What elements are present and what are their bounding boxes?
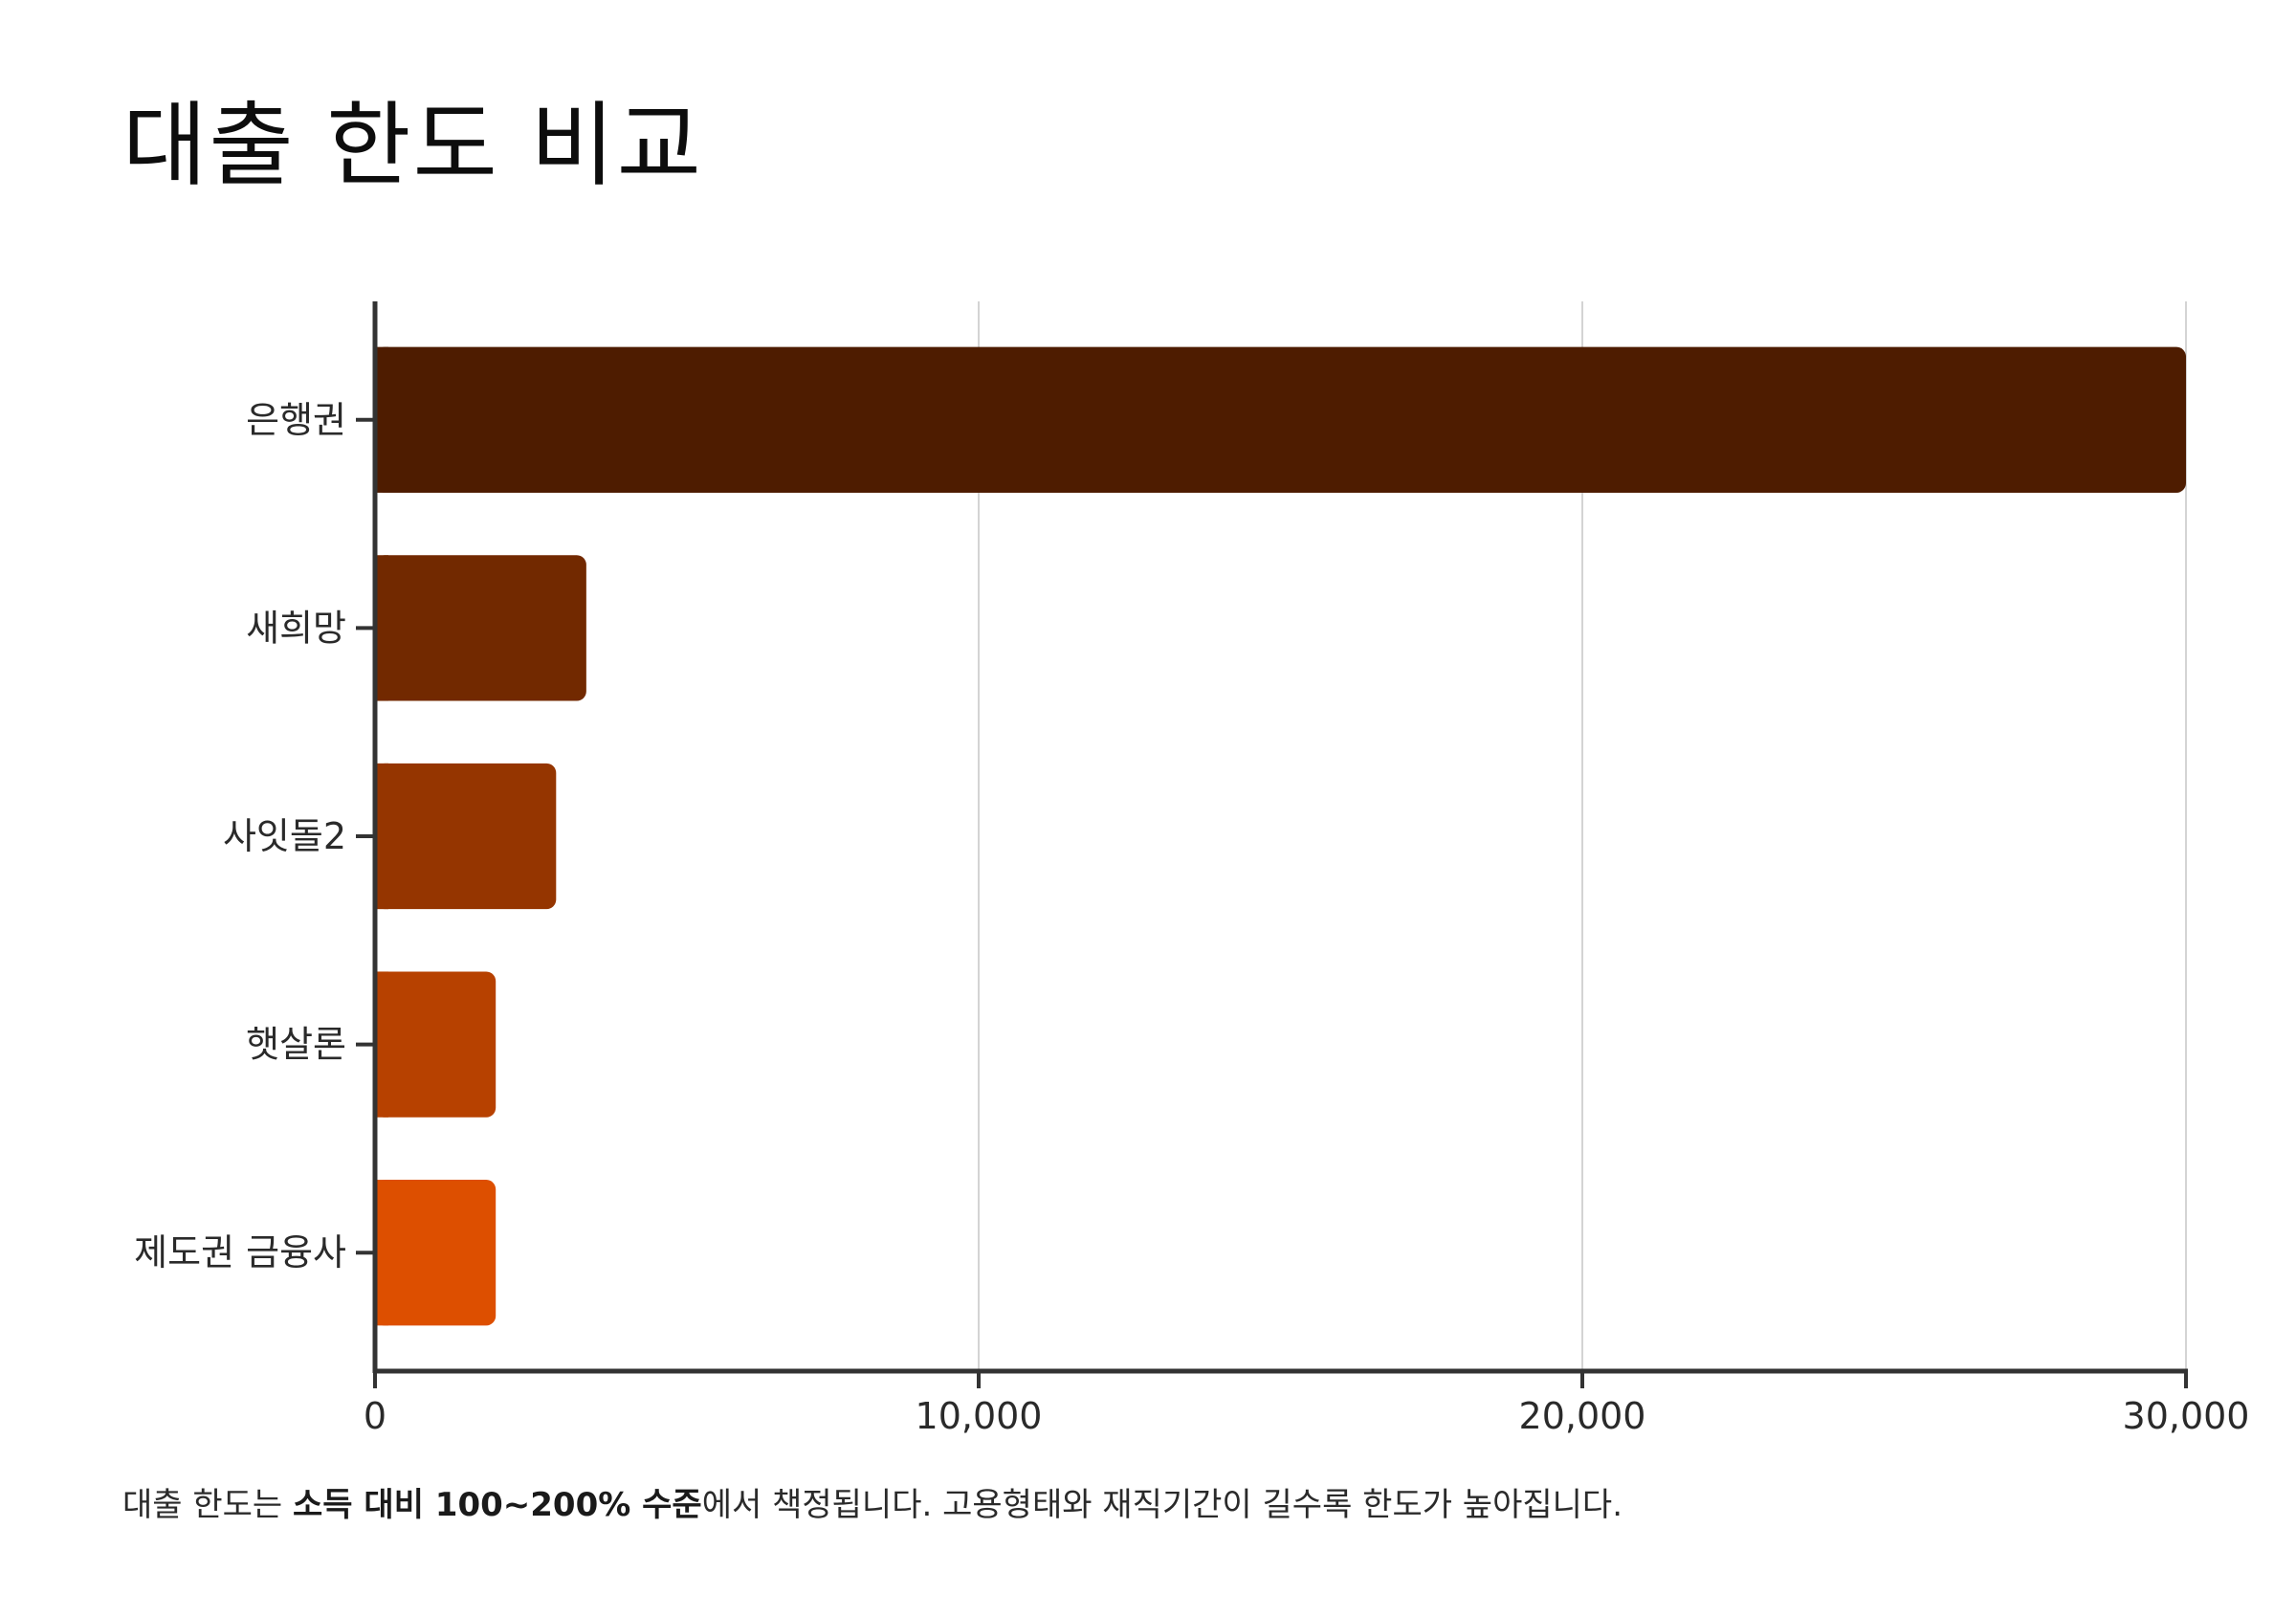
x-tick-label-1: 10,000 [916, 1395, 1043, 1437]
bars [375, 346, 2186, 1326]
bar-base-1 [375, 555, 388, 701]
category-label-1: 새희망 [246, 607, 346, 649]
category-label-4: 제도권 금융사 [134, 1231, 346, 1274]
footnote-bold: 소득 대비 100~200% 수준 [293, 1486, 702, 1524]
x-tick-label-0: 0 [364, 1395, 386, 1437]
bar-2 [375, 763, 557, 910]
axes [356, 301, 2188, 1388]
x-tick-label-2: 20,000 [1519, 1395, 1646, 1437]
category-label-2: 사잇돌2 [223, 815, 346, 857]
bar-1 [375, 555, 586, 701]
bar-base-0 [375, 346, 388, 493]
x-tick-label-3: 30,000 [2123, 1395, 2250, 1437]
chart-title: 대출 한도 비교 [122, 92, 703, 199]
bar-0 [375, 346, 2186, 493]
category-label-0: 은행권 [246, 399, 346, 441]
bar-4 [375, 1180, 497, 1326]
footnote-post: 에서 책정됩니다. 고용형태와 재직기간이 길수록 한도가 높아집니다. [701, 1486, 1623, 1524]
footnote-pre: 대출 한도는 [122, 1486, 294, 1524]
bar-base-4 [375, 1180, 388, 1326]
footnote: 대출 한도는 소득 대비 100~200% 수준에서 책정됩니다. 고용형태와 … [122, 1478, 1623, 1525]
bar-base-2 [375, 763, 388, 910]
category-label-3: 햇살론 [246, 1024, 346, 1066]
bar-3 [375, 971, 497, 1118]
bar-base-3 [375, 971, 388, 1118]
